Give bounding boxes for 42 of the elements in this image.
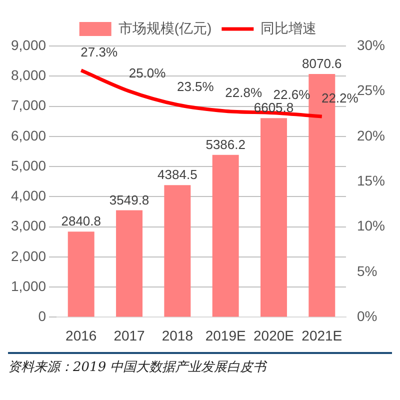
data-label: 5386.2: [206, 136, 246, 152]
x-tick-label: 2018: [162, 327, 194, 344]
y2-tick-label: 30%: [356, 36, 386, 53]
bar: [260, 118, 287, 317]
y-tick-label: 4,000: [10, 188, 46, 204]
y2-tick-label: 25%: [356, 82, 386, 98]
data-label: 2840.8: [61, 214, 101, 229]
x-tick-label: 2016: [66, 327, 97, 344]
data-label: 27.3%: [80, 44, 118, 60]
y-tick-label: 6,000: [10, 127, 46, 144]
x-tick-label: 2020E: [254, 327, 294, 344]
data-label: 3549.8: [109, 192, 150, 208]
bar: [212, 154, 239, 317]
line-series: [79, 68, 324, 118]
y2-tick-label: 0%: [356, 308, 378, 324]
y-tick-label: 1,000: [10, 278, 46, 294]
y2-tick-label: 20%: [356, 127, 386, 144]
bar: [68, 232, 94, 317]
legend-label: 市场规模(亿元): [118, 20, 212, 36]
y2-tick-label: 5%: [356, 262, 378, 279]
y2-tick-label: 15%: [356, 172, 386, 188]
data-label: 6605.8: [254, 100, 294, 116]
data-label: 23.5%: [176, 78, 214, 94]
data-label: 22.8%: [225, 85, 262, 100]
bar: [164, 185, 191, 317]
bar: [116, 210, 143, 317]
y-tick-label: 8,000: [10, 66, 46, 83]
x-tick-label: 2021E: [302, 327, 342, 344]
x-tick-label: 2017: [114, 327, 146, 344]
text: 资料来源：2019 中国大数据产业发展白皮书: [8, 352, 392, 376]
y2-tick-label: 10%: [356, 218, 386, 234]
y-tick-label: 7,000: [10, 97, 46, 114]
data-label: 25.0%: [128, 65, 166, 80]
y-tick-label: 0: [38, 308, 46, 324]
y-tick-label: 2,000: [10, 248, 46, 264]
legend-label: 同比增速: [260, 20, 317, 36]
y-tick-label: 3,000: [10, 218, 46, 234]
data-label: 8070.6: [302, 56, 342, 72]
x-tick-label: 2019E: [205, 327, 246, 344]
data-label: 4384.5: [158, 167, 198, 182]
y-tick-label: 5,000: [10, 157, 46, 174]
y-tick-label: 9,000: [10, 36, 46, 53]
